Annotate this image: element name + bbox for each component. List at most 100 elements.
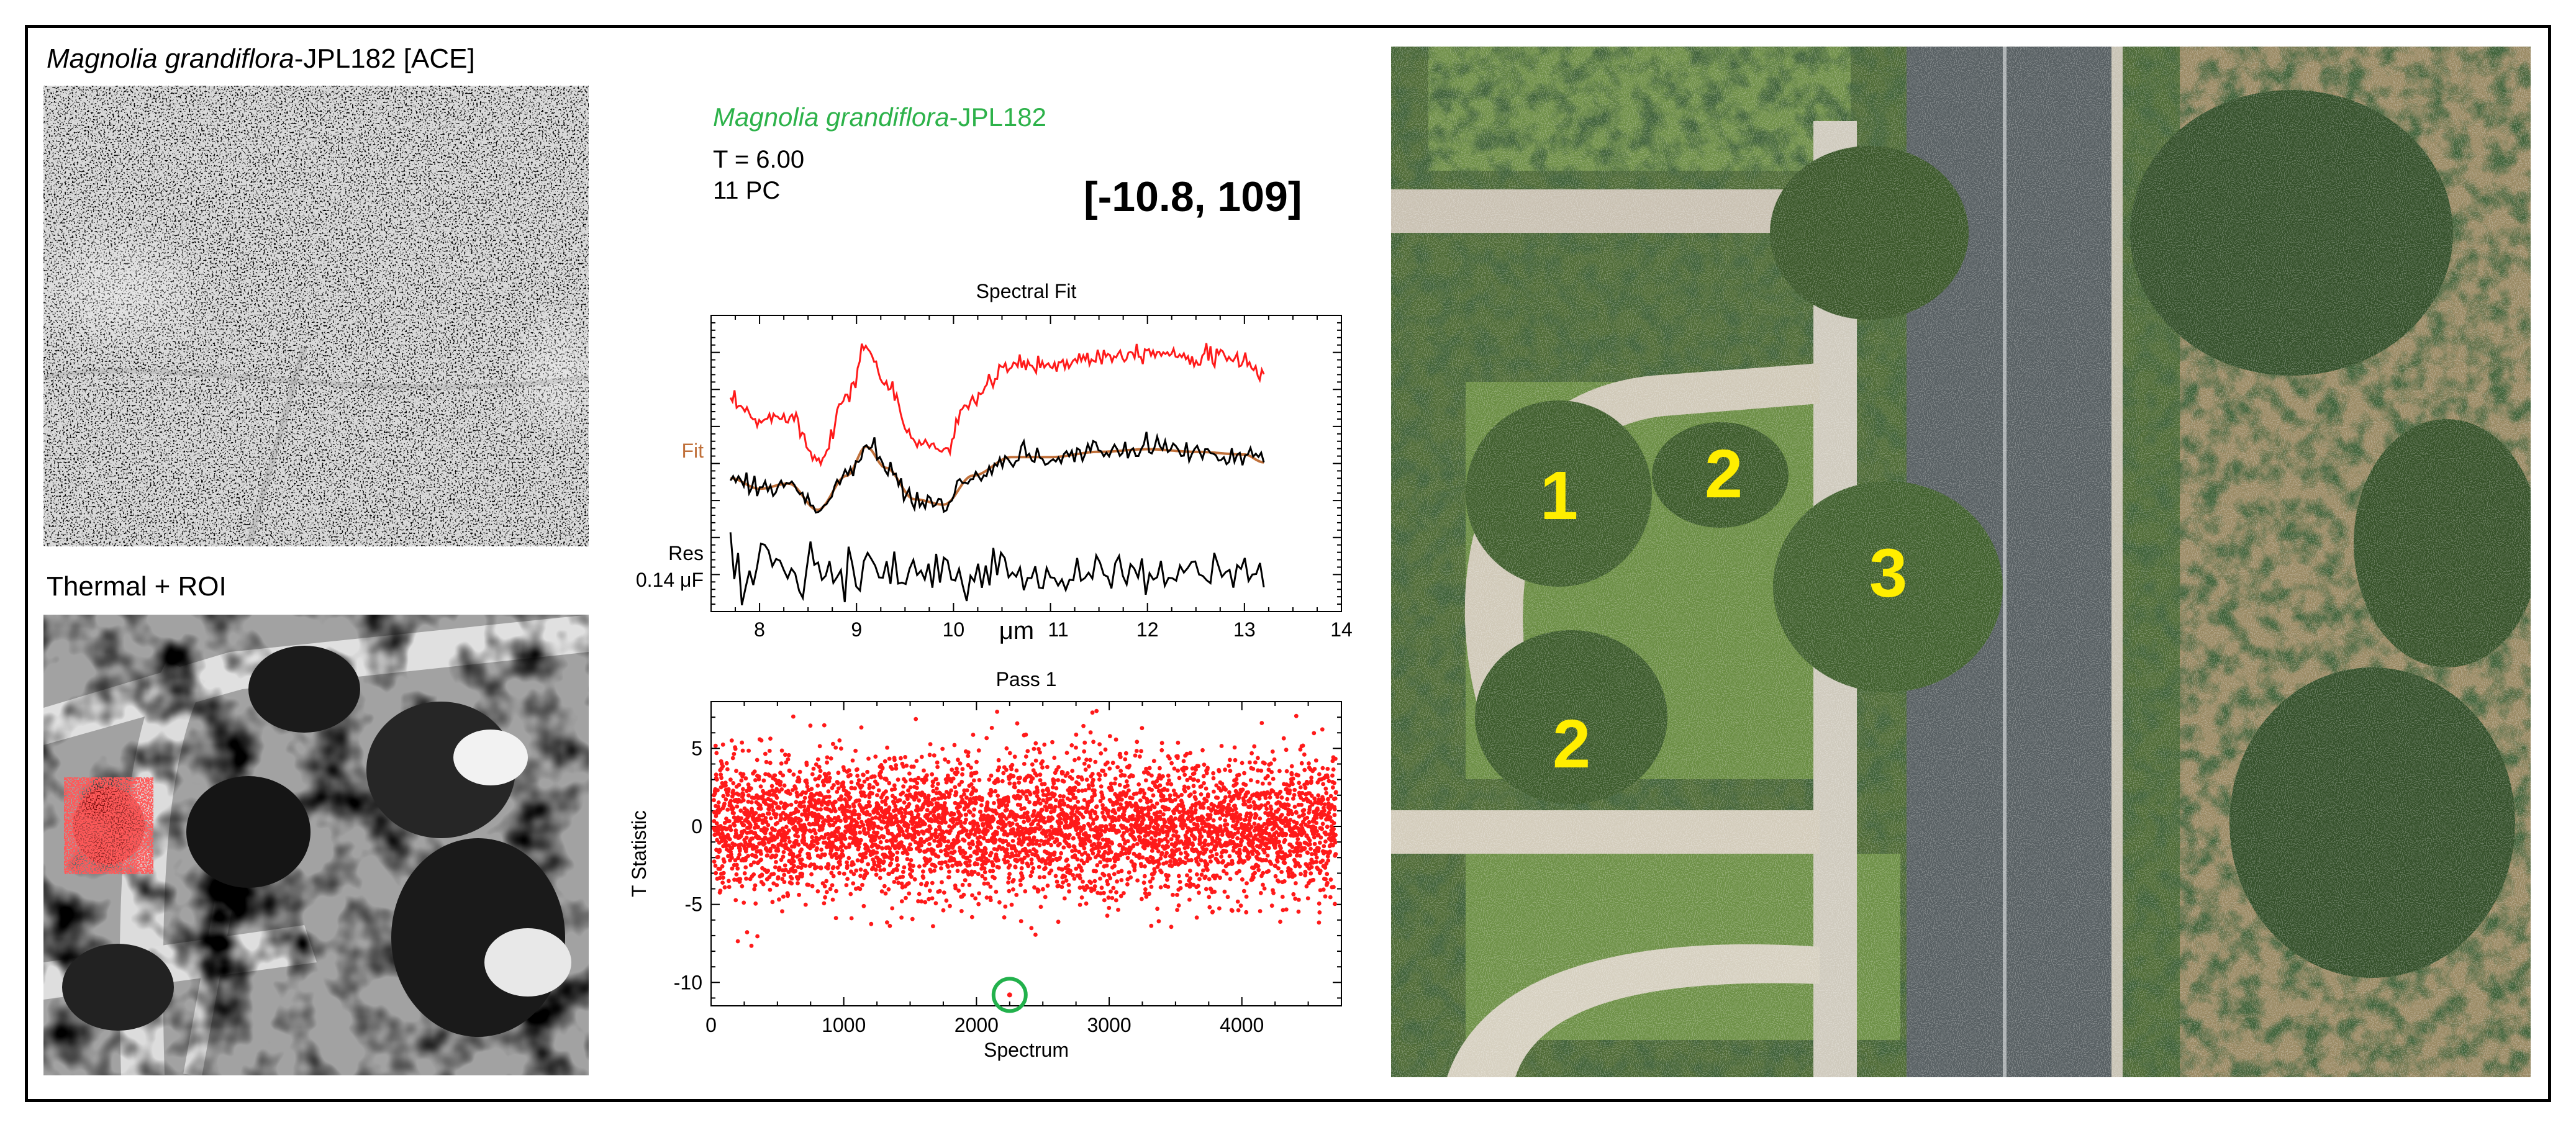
scatter-point [1030,826,1035,831]
scatter-point [1127,870,1132,875]
scatter-point [1143,891,1148,895]
scatter-point [819,866,823,870]
scatter-point [1230,908,1235,913]
scatter-point [1174,829,1179,834]
scatter-point [749,943,754,948]
scatter-point [989,825,994,830]
scatter-point [1318,888,1323,893]
scatter-point [1211,771,1215,775]
scatter-point [1287,821,1292,826]
scatter-point [1135,841,1140,846]
pass1-title: Pass 1 [996,668,1057,690]
scatter-point [1083,767,1088,772]
scatter-point [1049,843,1053,848]
scatter-point [944,898,949,903]
scatter-point [968,846,973,850]
scatter-point [1094,708,1099,713]
scatter-point [995,779,1000,784]
scatter-point [800,872,805,876]
scatter-point [902,865,907,870]
scatter-point [1125,882,1130,887]
scatter-point [774,795,779,800]
scatter-point [1240,838,1244,843]
scatter-point [714,772,719,777]
scatter-point [825,890,829,895]
scatter-point [1305,851,1310,855]
scatter-point [1082,798,1087,802]
scatter-point [833,745,838,750]
scatter-point [986,828,990,833]
scatter-point [863,851,868,856]
scatter-point [765,853,770,857]
scatter-point [1158,783,1163,788]
scatter-point [1015,721,1020,726]
scatter-point [760,872,764,877]
scatter-point [1314,859,1318,864]
scatter-point [972,807,977,811]
scatter-point [979,803,984,808]
scatter-point [792,864,796,869]
scatter-point [1302,767,1307,772]
scatter-point [921,831,926,836]
scatter-point [1303,870,1308,875]
scatter-point [1146,771,1151,776]
scatter-point [1196,764,1201,769]
scatter-point [977,891,981,896]
scatter-point [858,830,863,835]
scatter-point [971,842,975,847]
scatter-point [1228,769,1233,773]
scatter-point [966,872,971,877]
scatter-point [918,836,923,841]
scatter-point [1010,821,1015,826]
scatter-point [879,826,884,831]
scatter-point [1270,816,1275,820]
scatter-point [869,921,874,926]
scatter-point [1124,779,1129,784]
scatter-point [1182,772,1187,777]
scatter-point [1292,873,1297,878]
scatter-point [1105,882,1110,887]
scatter-point [1083,851,1087,855]
scatter-point [785,803,789,808]
scatter-point [1157,862,1161,866]
scatter-point [1106,808,1111,813]
scatter-point [956,888,961,893]
scatter-point [995,830,999,834]
scatter-point [805,784,810,789]
scatter-point [846,791,851,795]
scatter-point [1059,885,1064,889]
scatter-point [875,782,879,787]
scatter-point [1268,795,1272,800]
scatter-point [758,784,763,789]
scatter-point [894,876,899,881]
scatter-point [850,785,855,790]
scatter-point [813,814,817,819]
scatter-point [1089,880,1093,885]
scatter-point [1297,814,1302,819]
scatter-point [940,746,945,751]
scatter-point [887,805,892,810]
scatter-point [897,833,902,838]
scatter-point [764,759,769,764]
scatter-point [927,842,932,846]
scatter-point [717,875,722,880]
scatter-point [1072,876,1077,881]
scatter-point [1204,798,1209,803]
scatter-point [1038,778,1043,783]
scatter-point [869,834,874,838]
scatter-point [942,839,947,844]
scatter-point [1110,787,1114,792]
scatter-point [1117,782,1122,787]
scatter-point [1079,868,1084,873]
scatter-point [1185,829,1189,834]
scatter-point [1172,811,1176,816]
scatter-point [964,795,969,800]
scatter-point [1152,805,1157,810]
scatter-point [988,884,993,889]
scatter-point [910,869,915,873]
scatter-point [1148,879,1153,884]
scatter-point [761,818,765,823]
scatter-point [1221,805,1226,810]
scatter-point [1328,793,1333,798]
scatter-point [846,856,851,861]
